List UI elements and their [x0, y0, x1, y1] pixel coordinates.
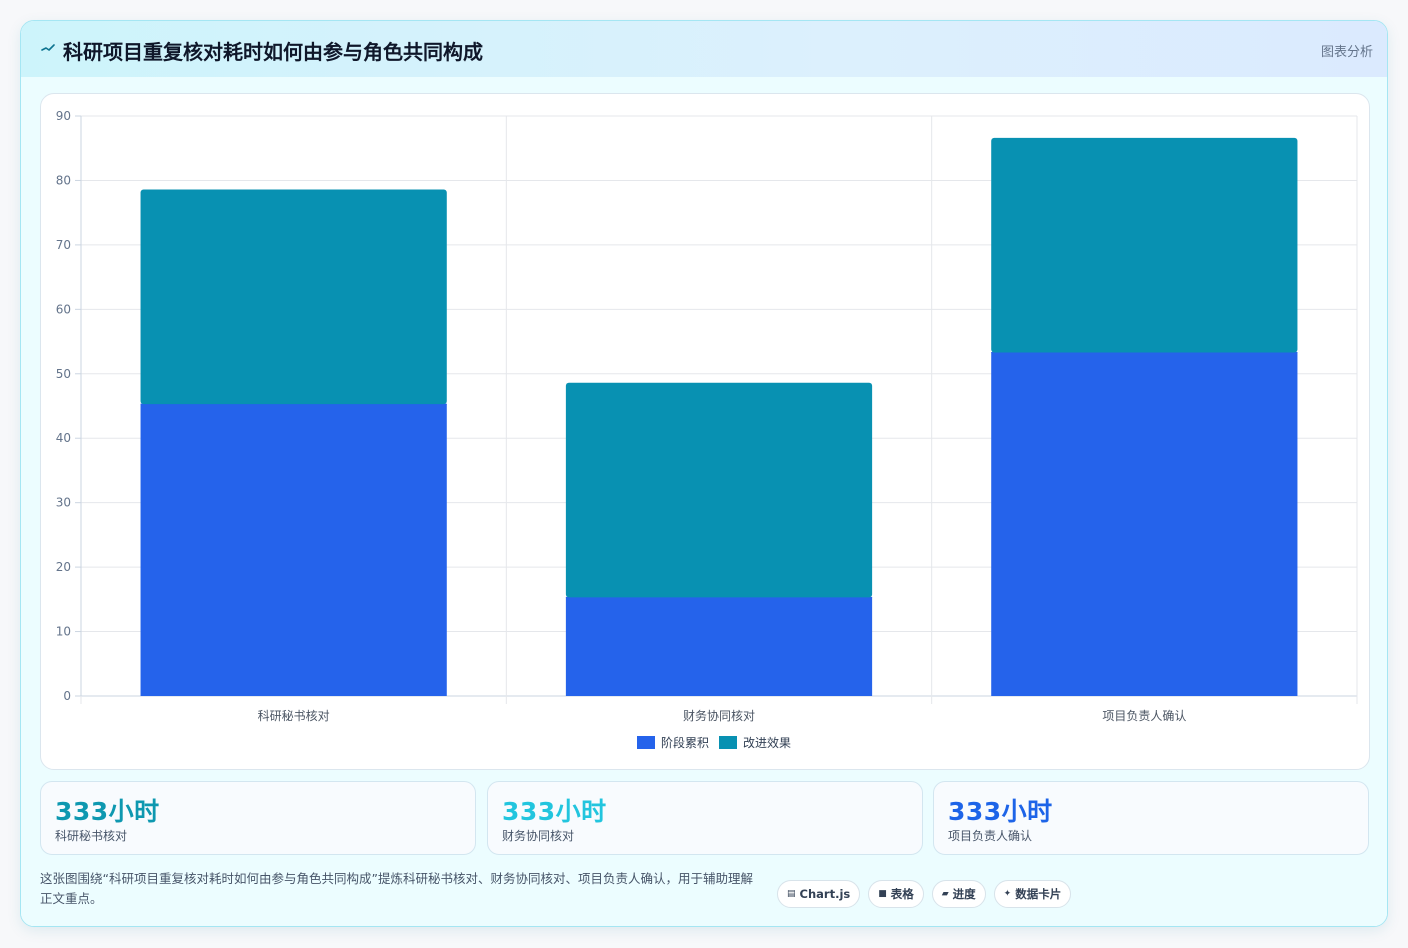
sparkle-icon: ✦: [1003, 889, 1012, 899]
card-header: 科研项目重复核对耗时如何由参与角色共同构成 图表分析: [21, 21, 1387, 77]
bar-segment: [140, 189, 447, 405]
stat-value: 333小时: [502, 797, 607, 826]
y-tick-label: 30: [56, 496, 71, 510]
stat-value: 333小时: [55, 797, 160, 826]
page-title: 科研项目重复核对耗时如何由参与角色共同构成: [63, 40, 483, 64]
legend-swatch: [637, 736, 655, 749]
chart-description: 这张图围绕“科研项目重复核对耗时如何由参与角色共同构成”提炼科研秘书核对、财务协…: [40, 871, 753, 906]
tag-chartjs[interactable]: ▤ Chart.js: [777, 880, 861, 908]
tag-table[interactable]: ■ 表格: [868, 880, 924, 908]
table-icon: ■: [878, 889, 887, 899]
x-tick-label: 项目负责人确认: [1102, 709, 1186, 723]
tag-progress[interactable]: ▰ 进度: [931, 880, 986, 908]
stat-label: 科研秘书核对: [55, 829, 128, 843]
stat-card-pi: 333小时 项目负责人确认: [933, 781, 1369, 855]
y-tick-label: 60: [56, 302, 71, 316]
y-tick-label: 70: [56, 238, 71, 252]
stacked-bar-chart: 0 10 20 30 40 50 60 70 80 90 科研秘书核对 财务协同核对 项目负责人确认阶段…: [56, 109, 1358, 750]
x-tick-label: 财务协同核对: [683, 708, 755, 723]
chart-analysis-link[interactable]: 图表分析: [1320, 45, 1373, 60]
tag-label: 表格: [890, 887, 914, 901]
stat-label: 项目负责人确认: [948, 829, 1033, 843]
bar-segment: [565, 597, 873, 696]
stat-label: 财务协同核对: [502, 829, 575, 843]
tag-label: Chart.js: [799, 887, 851, 901]
legend-label: 改进效果: [743, 735, 791, 750]
bar-segment: [991, 137, 1298, 353]
y-tick-label: 20: [56, 560, 71, 574]
chart-panel: 0 10 20 30 40 50 60 70 80 90 科研秘书核对 财务协同核对 项目负责人确认阶段…: [40, 93, 1370, 770]
y-tick-label: 10: [56, 625, 71, 639]
tag-label: 进度: [952, 887, 976, 901]
y-tick-label: 0: [63, 689, 71, 703]
y-tick-label: 50: [56, 367, 71, 381]
stat-value: 333小时: [948, 797, 1053, 826]
x-tick-label: 科研秘书核对: [258, 709, 330, 723]
bar-segment: [991, 352, 1298, 696]
legend-label: 阶段累积: [661, 735, 709, 750]
stat-card-secretary: 333小时 科研秘书核对: [40, 781, 476, 855]
y-tick-label: 40: [56, 431, 71, 445]
tag-label: 数据卡片: [1015, 887, 1062, 901]
bar-segment: [565, 382, 873, 598]
chart-icon: ▤: [787, 889, 796, 899]
stat-card-finance: 333小时 财务协同核对: [487, 781, 923, 855]
legend-swatch: [719, 736, 737, 749]
y-tick-label: 80: [56, 173, 71, 187]
bar-segment: [140, 404, 447, 696]
y-tick-label: 90: [56, 109, 71, 123]
tag-list: ▤ Chart.js ■ 表格 ▰ 进度 ✦ 数据卡片: [777, 880, 1072, 910]
progress-icon: ▰: [941, 889, 949, 899]
pulse-icon: [41, 44, 55, 51]
tag-data-cards[interactable]: ✦ 数据卡片: [993, 880, 1072, 908]
chart-card: 科研项目重复核对耗时如何由参与角色共同构成 图表分析 0 10 20 30 40 50 60…: [20, 20, 1388, 927]
